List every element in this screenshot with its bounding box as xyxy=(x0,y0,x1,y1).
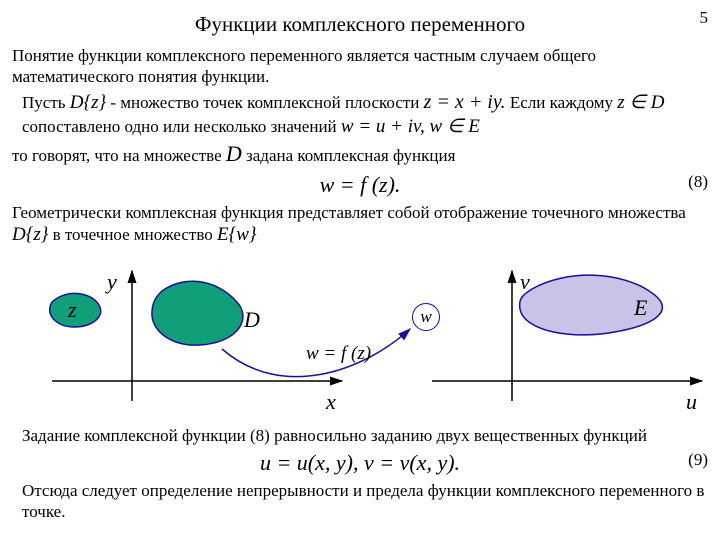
label-E: E xyxy=(634,295,647,321)
text-if: Если каждому xyxy=(510,93,617,112)
text-endline: то говорят, что на множестве xyxy=(12,146,226,165)
label-D: D xyxy=(244,307,260,333)
math-wuv: w = u + iv, w ∈ E xyxy=(341,116,480,137)
equation-8: w = f (z). (8) xyxy=(12,172,708,198)
math-Ew: E{w} xyxy=(217,224,256,245)
label-u: u xyxy=(686,389,697,415)
equation-9: u = u(x, y), v = v(x, y). (9) xyxy=(12,450,708,476)
text-after-Dz: - множество точек комплексной плоскости xyxy=(110,93,423,112)
math-zinD: z ∈ D xyxy=(617,92,664,113)
math-bigD: D xyxy=(226,141,242,166)
w-point: w xyxy=(412,303,440,331)
p2-text-mid: в точечное множество xyxy=(53,225,217,244)
eq8-number: (8) xyxy=(688,172,708,192)
paragraph-2: Геометрически комплексная функция предст… xyxy=(12,202,708,247)
text-tail: задана комплексная функция xyxy=(246,146,455,165)
math-zxy: z = x + iy. xyxy=(424,91,506,113)
d-region-blob xyxy=(152,281,243,345)
mapping-diagram: y x v u D E z w w = f (z) xyxy=(12,251,708,421)
paragraph-4: Отсюда следует определение непрерывности… xyxy=(12,480,708,523)
label-mapping: w = f (z) xyxy=(306,343,371,365)
label-z: z xyxy=(68,297,77,323)
eq9-number: (9) xyxy=(688,450,708,470)
eq8-body: w = f (z). xyxy=(320,172,401,197)
eq9-body: u = u(x, y), v = v(x, y). xyxy=(260,450,460,475)
text-let: Пусть xyxy=(22,93,70,112)
paragraph-1-line3: то говорят, что на множестве D задана ко… xyxy=(12,140,708,168)
page-title: Функции комплексного переменного xyxy=(12,12,708,37)
p2-text-a: Геометрически комплексная функция предст… xyxy=(12,203,686,222)
paragraph-1-line2: Пусть D{z} - множество точек комплексной… xyxy=(12,90,708,139)
label-x: x xyxy=(326,389,336,415)
math-Dz: D{z} xyxy=(70,92,106,113)
text-mid: сопоставлено одно или несколько значений xyxy=(22,117,341,136)
math-Dz2: D{z} xyxy=(12,224,48,245)
label-v: v xyxy=(520,269,530,295)
paragraph-3: Задание комплексной функции (8) равносил… xyxy=(12,425,708,446)
label-y: y xyxy=(107,269,117,295)
page-number: 5 xyxy=(700,8,709,28)
paragraph-1-line1: Понятие функции комплексного переменного… xyxy=(12,45,708,88)
